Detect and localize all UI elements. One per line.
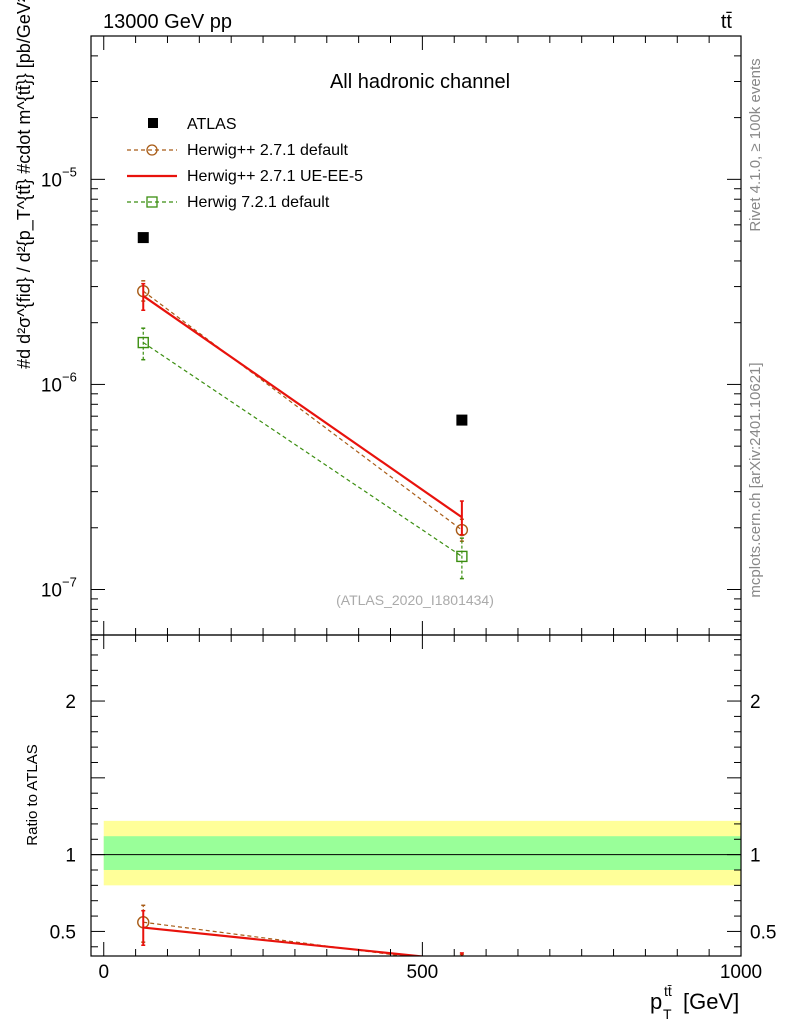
main-y-axis-label-text: #d d²σ^{fid} / d²{p_T^{tt̄} #cdot m^{tt̄…: [14, 0, 35, 369]
rivet-version-label: Rivet 4.1.0, ≥ 100k events: [747, 58, 764, 231]
main-panel: 10−710−610−5 All hadronic channel (ATLAS…: [14, 0, 742, 636]
legend: ATLAS Herwig++ 2.7.1 default Herwig++ 2.…: [127, 116, 363, 211]
legend-item-atlas: ATLAS: [148, 116, 237, 133]
main-y-tick-exponent: −6: [62, 369, 77, 384]
main-series: [137, 232, 469, 580]
mcplots-label: mcplots.cern.ch [arXiv:2401.10621]: [747, 362, 764, 597]
ratio-y-axis-label: Ratio to ATLAS: [24, 744, 41, 845]
series-3: [137, 327, 468, 580]
x-axis-label-sup: tt̄: [664, 983, 672, 999]
legend-atlas-label: ATLAS: [187, 116, 237, 133]
x-tick-label: 1000: [720, 962, 762, 983]
ratio-panel: 0.5 0.5 1 1 2 2 0 500 1000 Ratio to ATLAS p T t…: [24, 634, 776, 1022]
main-y-tick-label: 10: [41, 170, 62, 191]
main-y-ticks: 10−710−610−5: [41, 35, 741, 636]
x-axis-label: p T tt̄ [GeV]: [650, 983, 739, 1022]
atlas-data-point: [456, 414, 468, 426]
main-y-tick-exponent: −5: [62, 164, 77, 179]
chart-title: All hadronic channel: [330, 71, 510, 93]
ratio-x-ticks: 0 500 1000: [98, 635, 762, 983]
series-1: [137, 280, 469, 542]
main-y-tick-label: 10: [41, 581, 62, 602]
main-y-tick-label: 10: [41, 375, 62, 396]
ratio-frame: [90, 634, 742, 957]
ratio-bands: [103, 820, 741, 886]
ratio-y-tick-label: 0.5: [50, 922, 76, 943]
legend-herwigpp-ueee5-label: Herwig++ 2.7.1 UE-EE-5: [187, 168, 363, 185]
legend-herwigpp-default-label: Herwig++ 2.7.1 default: [187, 142, 349, 159]
legend-herwig7-marker: [146, 196, 158, 208]
x-axis-label-main: p: [650, 989, 662, 1014]
ratio-series-line: [143, 921, 408, 956]
main-y-axis-label: #d d²σ^{fid} / d²{p_T^{tt̄} #cdot m^{tt̄…: [14, 0, 35, 369]
series-2: [141, 282, 464, 536]
ratio-series-line: [143, 926, 429, 956]
ratio-series: [137, 904, 464, 956]
ratio-y-tick-label-right: 2: [750, 692, 761, 713]
ratio-y-tick-label-right: 1: [750, 846, 761, 867]
x-axis-label-unit: [GeV]: [683, 989, 739, 1014]
ratio-series-1: [141, 909, 464, 956]
series-line: [142, 290, 463, 531]
final-state-label: tt̄: [721, 11, 733, 33]
ratio-y-tick-label-right: 0.5: [750, 922, 776, 943]
main-y-tick-exponent: −7: [62, 575, 77, 590]
mc-point-square: [137, 336, 149, 349]
series-line: [142, 342, 463, 557]
ratio-y-ticks: 0.5 0.5 1 1 2 2: [50, 639, 776, 948]
x-tick-label: 500: [407, 962, 439, 983]
ratio-y-tick-label: 1: [65, 846, 76, 867]
legend-atlas-marker: [148, 118, 158, 128]
legend-herwig7-label: Herwig 7.2.1 default: [187, 194, 330, 211]
legend-item-herwig7-default: Herwig 7.2.1 default: [127, 194, 330, 211]
ratio-y-tick-label: 2: [65, 692, 76, 713]
legend-herwigpp-default-marker: [146, 144, 158, 156]
atlas-data-point: [137, 232, 149, 244]
series-0: [137, 232, 468, 426]
legend-item-herwigpp-default: Herwig++ 2.7.1 default: [127, 142, 349, 159]
mc-point-square: [456, 550, 468, 563]
main-x-ticks: [103, 36, 742, 635]
series-line: [142, 295, 463, 519]
process-label: 13000 GeV pp: [103, 11, 232, 33]
x-axis-label-sub: T: [663, 1006, 672, 1022]
analysis-watermark: (ATLAS_2020_I1801434): [336, 592, 494, 608]
x-tick-label: 0: [98, 962, 109, 983]
ratio-band-inner: [103, 836, 741, 870]
legend-item-herwigpp-ueee5: Herwig++ 2.7.1 UE-EE-5: [127, 168, 363, 185]
